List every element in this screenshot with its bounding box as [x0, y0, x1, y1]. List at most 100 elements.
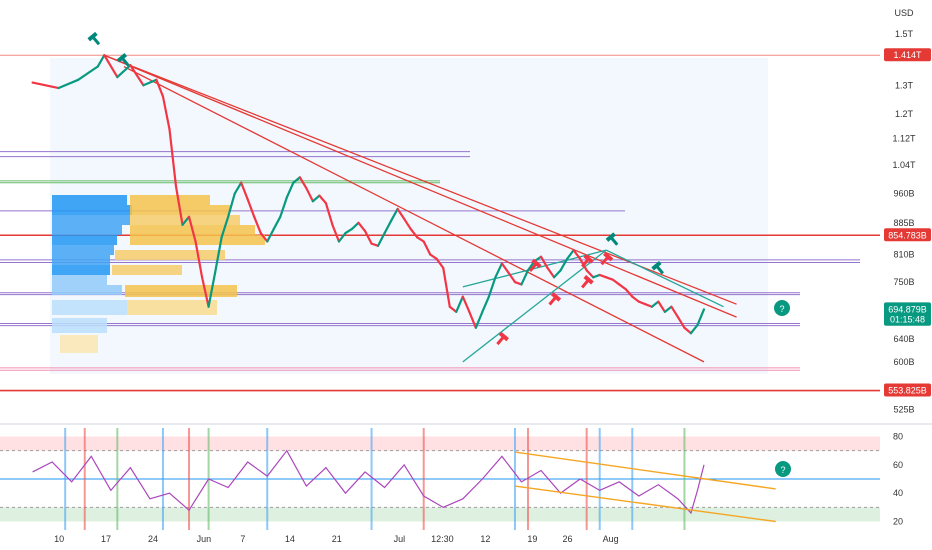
- time-tick-label: Jul: [394, 534, 406, 544]
- price-segment: [331, 223, 341, 243]
- price-segment: [350, 221, 360, 231]
- price-tick-label: 1.2T: [895, 109, 914, 119]
- price-axis: 1.5T1.3T1.2T1.12T1.04T960B885B810B750B69…: [892, 29, 916, 415]
- price-segment: [305, 187, 314, 203]
- price-series: [31, 54, 706, 335]
- osc-tick-label: 80: [893, 432, 903, 442]
- marker-handle: [548, 296, 557, 306]
- price-badge: [884, 312, 931, 326]
- profile-block: [125, 285, 237, 297]
- price-segment: [77, 65, 99, 81]
- price-segment: [376, 231, 386, 247]
- profile-block: [60, 335, 98, 353]
- signal-markers: [87, 31, 665, 346]
- price-tick-label: 750B: [893, 277, 914, 287]
- osc-band: [0, 507, 880, 522]
- price-segment: [416, 236, 425, 243]
- price-badge-label: 694.879B: [888, 304, 927, 314]
- price-segment: [455, 295, 464, 313]
- price-segment: [429, 253, 438, 261]
- price-segment: [435, 257, 445, 270]
- price-segment: [598, 273, 608, 279]
- time-tick-label: 26: [563, 534, 573, 544]
- price-segment: [181, 215, 191, 226]
- price-segment: [337, 231, 347, 243]
- price-segment: [318, 194, 328, 205]
- profile-block: [130, 235, 265, 245]
- bullish-marker: [116, 53, 130, 67]
- price-segment: [624, 288, 634, 298]
- time-tick-label: 17: [101, 534, 111, 544]
- profile-block: [52, 225, 122, 235]
- price-segment: [670, 305, 680, 319]
- price-segment: [403, 217, 412, 231]
- trend-line: [462, 249, 607, 363]
- price-segment: [168, 128, 178, 188]
- help-icon[interactable]: ?: [774, 300, 790, 316]
- price-tick-label: 525B: [893, 405, 914, 415]
- price-segment: [285, 181, 295, 199]
- price-segment: [676, 315, 686, 329]
- price-badge-label: 01:15:48: [890, 315, 925, 325]
- currency-label: USD: [894, 8, 914, 18]
- price-segment: [174, 185, 184, 226]
- osc-help-icon[interactable]: ?: [775, 461, 791, 477]
- profile-block: [52, 300, 127, 315]
- price-tick-label: 810B: [893, 250, 914, 260]
- price-segment: [187, 215, 197, 243]
- price-segment: [357, 221, 367, 233]
- price-segment: [161, 95, 171, 131]
- price-segment: [487, 276, 497, 298]
- price-segment: [546, 266, 556, 279]
- osc-tick-label: 60: [893, 460, 903, 470]
- marker-handle: [581, 258, 590, 268]
- marker-head: [583, 254, 594, 264]
- bearish-marker: [600, 251, 614, 266]
- price-badge: [884, 228, 931, 242]
- price-tick-label: 960B: [893, 189, 914, 199]
- price-segment: [31, 81, 60, 90]
- bullish-marker: [651, 260, 665, 275]
- profile-block: [52, 275, 107, 285]
- price-segment: [57, 78, 80, 90]
- price-segment: [240, 181, 249, 201]
- price-segment: [266, 227, 275, 243]
- price-segment: [344, 227, 354, 235]
- price-tick-label: 1.04T: [892, 160, 916, 170]
- bearish-marker: [528, 258, 542, 273]
- price-tick-label: 885B: [893, 218, 914, 228]
- osc-help-icon-label: ?: [780, 465, 785, 475]
- marker-head: [116, 53, 128, 63]
- price-segment: [468, 310, 477, 329]
- marker-head: [583, 274, 594, 285]
- time-tick-label: 19: [527, 534, 537, 544]
- profile-block: [130, 195, 210, 205]
- trend-lines: [104, 54, 737, 363]
- price-segment: [311, 194, 321, 203]
- price-segment: [494, 262, 504, 279]
- marker-head: [603, 251, 614, 262]
- profile-block: [52, 255, 110, 265]
- profile-block: [130, 215, 240, 225]
- price-segment: [513, 280, 523, 286]
- price-segment: [611, 278, 621, 286]
- profile-block: [52, 235, 117, 245]
- price-segment: [572, 249, 582, 261]
- price-segment: [233, 181, 243, 195]
- osc-band: [0, 436, 880, 451]
- profile-block: [52, 285, 122, 295]
- time-tick-label: 14: [285, 534, 295, 544]
- profile-block: [52, 195, 127, 205]
- price-segment: [246, 198, 256, 218]
- price-segment: [605, 276, 614, 281]
- profile-block: [52, 215, 130, 225]
- price-segment: [142, 78, 158, 87]
- price-badge-label: 854.783B: [888, 230, 927, 240]
- profile-block: [127, 300, 217, 315]
- profile-block: [52, 245, 114, 255]
- price-segment: [461, 295, 471, 313]
- price-tick-label: 640B: [893, 334, 914, 344]
- price-segment: [129, 64, 145, 87]
